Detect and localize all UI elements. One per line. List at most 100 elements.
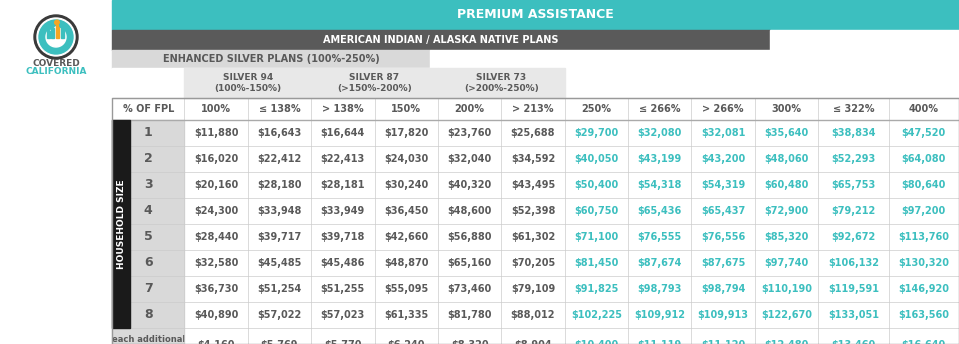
Bar bbox=[112, 302, 184, 328]
Text: $4,160: $4,160 bbox=[198, 340, 235, 344]
Text: $72,900: $72,900 bbox=[764, 206, 808, 216]
Text: $32,080: $32,080 bbox=[638, 128, 682, 138]
Bar bbox=[112, 328, 184, 344]
Text: $133,051: $133,051 bbox=[828, 310, 878, 320]
Text: $57,023: $57,023 bbox=[320, 310, 365, 320]
Text: SILVER 87
(>150%-200%): SILVER 87 (>150%-200%) bbox=[338, 73, 412, 94]
Text: $106,132: $106,132 bbox=[828, 258, 878, 268]
Bar bbox=[112, 68, 959, 98]
Text: $113,760: $113,760 bbox=[899, 232, 949, 242]
Text: $32,081: $32,081 bbox=[701, 128, 745, 138]
Text: > 213%: > 213% bbox=[512, 104, 553, 114]
Text: $97,740: $97,740 bbox=[764, 258, 808, 268]
Text: $79,109: $79,109 bbox=[511, 284, 555, 294]
Text: ENHANCED SILVER PLANS (100%-250%): ENHANCED SILVER PLANS (100%-250%) bbox=[163, 54, 380, 64]
Bar bbox=[112, 302, 959, 328]
Text: $65,160: $65,160 bbox=[448, 258, 492, 268]
Text: $50,400: $50,400 bbox=[574, 180, 619, 190]
Text: $25,688: $25,688 bbox=[511, 128, 555, 138]
Text: $47,520: $47,520 bbox=[901, 128, 946, 138]
Text: $29,700: $29,700 bbox=[574, 128, 619, 138]
Bar bbox=[112, 276, 959, 302]
Bar bbox=[112, 0, 959, 30]
Text: $87,675: $87,675 bbox=[701, 258, 745, 268]
Text: $81,780: $81,780 bbox=[447, 310, 492, 320]
Text: $32,580: $32,580 bbox=[194, 258, 238, 268]
Text: $91,825: $91,825 bbox=[574, 284, 619, 294]
Bar bbox=[51, 28, 54, 38]
Bar bbox=[112, 98, 959, 344]
Text: $130,320: $130,320 bbox=[899, 258, 949, 268]
Bar bbox=[311, 68, 438, 98]
Text: $119,591: $119,591 bbox=[828, 284, 878, 294]
Bar bbox=[0, 0, 112, 344]
Text: $92,672: $92,672 bbox=[831, 232, 876, 242]
Text: 1: 1 bbox=[144, 127, 152, 140]
Text: $36,450: $36,450 bbox=[385, 206, 429, 216]
Text: ≤ 266%: ≤ 266% bbox=[639, 104, 681, 114]
Text: HOUSEHOLD SIZE: HOUSEHOLD SIZE bbox=[116, 179, 126, 269]
Text: > 138%: > 138% bbox=[322, 104, 363, 114]
Bar bbox=[112, 120, 130, 328]
Text: $17,820: $17,820 bbox=[384, 128, 429, 138]
Text: $97,200: $97,200 bbox=[901, 206, 946, 216]
Text: $13,460: $13,460 bbox=[831, 340, 876, 344]
Text: SILVER 73
(>200%-250%): SILVER 73 (>200%-250%) bbox=[464, 73, 539, 94]
Text: $38,834: $38,834 bbox=[831, 128, 876, 138]
Text: $45,486: $45,486 bbox=[320, 258, 365, 268]
Text: 5: 5 bbox=[144, 230, 152, 244]
Text: % OF FPL: % OF FPL bbox=[123, 104, 174, 114]
Text: $64,080: $64,080 bbox=[901, 154, 946, 164]
Text: $80,640: $80,640 bbox=[901, 180, 946, 190]
Text: $36,730: $36,730 bbox=[194, 284, 238, 294]
Bar bbox=[112, 250, 184, 276]
Text: ≤ 138%: ≤ 138% bbox=[259, 104, 300, 114]
Text: $28,181: $28,181 bbox=[320, 180, 365, 190]
Text: $8,904: $8,904 bbox=[514, 340, 551, 344]
Text: $8,320: $8,320 bbox=[451, 340, 488, 344]
Bar bbox=[112, 250, 959, 276]
Bar bbox=[430, 50, 959, 68]
Text: $55,095: $55,095 bbox=[385, 284, 429, 294]
Text: $40,890: $40,890 bbox=[194, 310, 238, 320]
Bar bbox=[112, 50, 430, 68]
Text: $71,100: $71,100 bbox=[574, 232, 619, 242]
Text: 100%: 100% bbox=[201, 104, 231, 114]
Text: 150%: 150% bbox=[391, 104, 421, 114]
Bar bbox=[770, 30, 959, 50]
Bar bbox=[438, 68, 565, 98]
Text: $5,770: $5,770 bbox=[324, 340, 362, 344]
Text: $42,660: $42,660 bbox=[385, 232, 429, 242]
Text: > 266%: > 266% bbox=[702, 104, 744, 114]
Text: $60,480: $60,480 bbox=[764, 180, 808, 190]
Bar bbox=[112, 224, 184, 250]
Circle shape bbox=[39, 20, 73, 54]
Text: $22,412: $22,412 bbox=[257, 154, 302, 164]
Text: $11,880: $11,880 bbox=[194, 128, 239, 138]
Text: $5,769: $5,769 bbox=[261, 340, 298, 344]
Text: $88,012: $88,012 bbox=[511, 310, 555, 320]
Text: $45,485: $45,485 bbox=[257, 258, 302, 268]
Bar bbox=[56, 25, 58, 38]
Bar bbox=[112, 30, 770, 50]
Text: $65,437: $65,437 bbox=[701, 206, 745, 216]
Text: $122,670: $122,670 bbox=[761, 310, 812, 320]
Text: $43,495: $43,495 bbox=[511, 180, 555, 190]
Text: $28,440: $28,440 bbox=[194, 232, 238, 242]
Bar bbox=[112, 276, 184, 302]
Text: CALIFORNIA: CALIFORNIA bbox=[25, 67, 86, 76]
Text: $87,674: $87,674 bbox=[638, 258, 682, 268]
Text: ≤ 322%: ≤ 322% bbox=[832, 104, 874, 114]
Text: AMERICAN INDIAN / ALASKA NATIVE PLANS: AMERICAN INDIAN / ALASKA NATIVE PLANS bbox=[323, 35, 559, 45]
Text: $61,302: $61,302 bbox=[511, 232, 555, 242]
Text: $102,225: $102,225 bbox=[571, 310, 621, 320]
Text: $32,040: $32,040 bbox=[448, 154, 492, 164]
Text: $110,190: $110,190 bbox=[761, 284, 812, 294]
Text: $28,180: $28,180 bbox=[257, 180, 302, 190]
Text: 250%: 250% bbox=[581, 104, 611, 114]
Text: $76,556: $76,556 bbox=[701, 232, 745, 242]
Text: $24,030: $24,030 bbox=[385, 154, 429, 164]
Text: $85,320: $85,320 bbox=[764, 232, 808, 242]
Text: $51,254: $51,254 bbox=[257, 284, 302, 294]
Text: $35,640: $35,640 bbox=[764, 128, 808, 138]
